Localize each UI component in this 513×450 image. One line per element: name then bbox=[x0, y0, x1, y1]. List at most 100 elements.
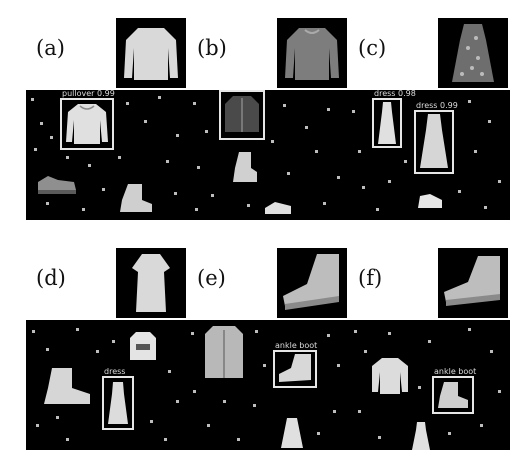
noise-dot bbox=[102, 188, 105, 191]
noise-dot bbox=[287, 172, 290, 175]
noise-dot bbox=[144, 120, 147, 123]
noise-dot bbox=[66, 438, 69, 441]
noise-dot bbox=[376, 208, 379, 211]
detection-label: dress bbox=[104, 367, 126, 376]
detection-box: dress 0.99 bbox=[414, 101, 458, 174]
noise-dot bbox=[337, 364, 340, 367]
noise-dot bbox=[31, 98, 34, 101]
query-image bbox=[438, 18, 508, 88]
noise-dot bbox=[34, 148, 37, 151]
sneaker-icon bbox=[418, 194, 442, 208]
dress-icon bbox=[378, 102, 396, 144]
noise-dot bbox=[317, 432, 320, 435]
scene-image: dress bbox=[26, 320, 188, 450]
noise-dot bbox=[263, 364, 266, 367]
noise-dot bbox=[247, 204, 250, 207]
panel-label: (d) bbox=[36, 266, 66, 290]
panel-label: (c) bbox=[358, 36, 387, 60]
noise-dot bbox=[337, 176, 340, 179]
dress-icon bbox=[412, 422, 430, 450]
noise-dot bbox=[490, 350, 493, 353]
noise-dot bbox=[197, 166, 200, 169]
dress-icon bbox=[108, 382, 128, 424]
noise-dot bbox=[354, 330, 357, 333]
ankle-boot-icon bbox=[44, 368, 90, 404]
noise-dot bbox=[237, 438, 240, 441]
noise-dot bbox=[118, 156, 121, 159]
noise-dot bbox=[428, 340, 431, 343]
noise-dot bbox=[480, 424, 483, 427]
detection-box: ankle boot bbox=[432, 367, 476, 414]
coat-icon bbox=[205, 326, 243, 378]
noise-dot bbox=[253, 404, 256, 407]
noise-dot bbox=[458, 190, 461, 193]
noise-dot bbox=[418, 386, 421, 389]
detection-box: ankle boot bbox=[273, 341, 317, 388]
query-image bbox=[116, 248, 186, 318]
scene-image: dress 0.98 dress 0.99 bbox=[348, 90, 510, 220]
noise-dot bbox=[193, 102, 196, 105]
noise-dot bbox=[283, 104, 286, 107]
panel-label: (e) bbox=[197, 266, 226, 290]
ankle-boot-icon bbox=[279, 354, 311, 382]
panel-a: (a) pullover 0.99 bbox=[26, 18, 188, 220]
noise-dot bbox=[46, 348, 49, 351]
noise-dot bbox=[76, 328, 79, 331]
ankle-boot-icon bbox=[283, 254, 339, 310]
noise-dot bbox=[315, 150, 318, 153]
panel-f: (f) ankle boot bbox=[348, 248, 510, 450]
noise-dot bbox=[333, 410, 336, 413]
query-image bbox=[277, 18, 347, 88]
pullover-icon bbox=[372, 358, 408, 394]
noise-dot bbox=[205, 130, 208, 133]
noise-dot bbox=[126, 102, 129, 105]
dress-icon bbox=[420, 114, 448, 168]
detection-label: ankle boot bbox=[275, 341, 318, 350]
noise-dot bbox=[176, 134, 179, 137]
ankle-boot-icon bbox=[233, 152, 257, 182]
detection-label: dress 0.99 bbox=[416, 101, 458, 110]
panel-b: (b) bbox=[187, 18, 349, 220]
scene-image: pullover 0.99 bbox=[26, 90, 188, 220]
scene-image bbox=[187, 90, 349, 220]
ankle-boot-icon bbox=[120, 184, 152, 212]
query-image bbox=[438, 248, 508, 318]
noise-dot bbox=[498, 180, 501, 183]
detection-box: pullover 0.99 bbox=[60, 90, 115, 150]
noise-dot bbox=[166, 160, 169, 163]
noise-dot bbox=[50, 136, 53, 139]
noise-dot bbox=[364, 350, 367, 353]
panel-d: (d) dress bbox=[26, 248, 188, 450]
noise-dot bbox=[36, 424, 39, 427]
noise-dot bbox=[327, 334, 330, 337]
panel-e: (e) ankle boot bbox=[187, 248, 349, 450]
noise-dot bbox=[488, 120, 491, 123]
noise-dot bbox=[255, 330, 258, 333]
noise-dot bbox=[40, 122, 43, 125]
dress-icon bbox=[452, 24, 494, 82]
noise-dot bbox=[164, 438, 167, 441]
ankle-boot-icon bbox=[438, 382, 468, 408]
noise-dot bbox=[388, 332, 391, 335]
noise-dot bbox=[358, 410, 361, 413]
detection-box: dress bbox=[102, 367, 134, 430]
sneaker-icon bbox=[38, 176, 76, 194]
noise-dot bbox=[112, 340, 115, 343]
noise-dot bbox=[484, 206, 487, 209]
sneaker-icon bbox=[265, 202, 291, 214]
noise-dot bbox=[193, 390, 196, 393]
pullover-icon bbox=[124, 28, 178, 80]
scene-image: ankle boot bbox=[348, 320, 510, 450]
noise-dot bbox=[46, 202, 49, 205]
noise-dot bbox=[195, 208, 198, 211]
noise-dot bbox=[327, 108, 330, 111]
noise-dot bbox=[404, 160, 407, 163]
noise-dot bbox=[358, 150, 361, 153]
noise-dot bbox=[174, 192, 177, 195]
dress-icon bbox=[281, 418, 303, 448]
query-image bbox=[277, 248, 347, 318]
noise-dot bbox=[468, 328, 471, 331]
noise-dot bbox=[176, 400, 179, 403]
panel-c: (c) dress 0.98 dress 0.99 bbox=[348, 18, 510, 220]
noise-dot bbox=[211, 194, 214, 197]
